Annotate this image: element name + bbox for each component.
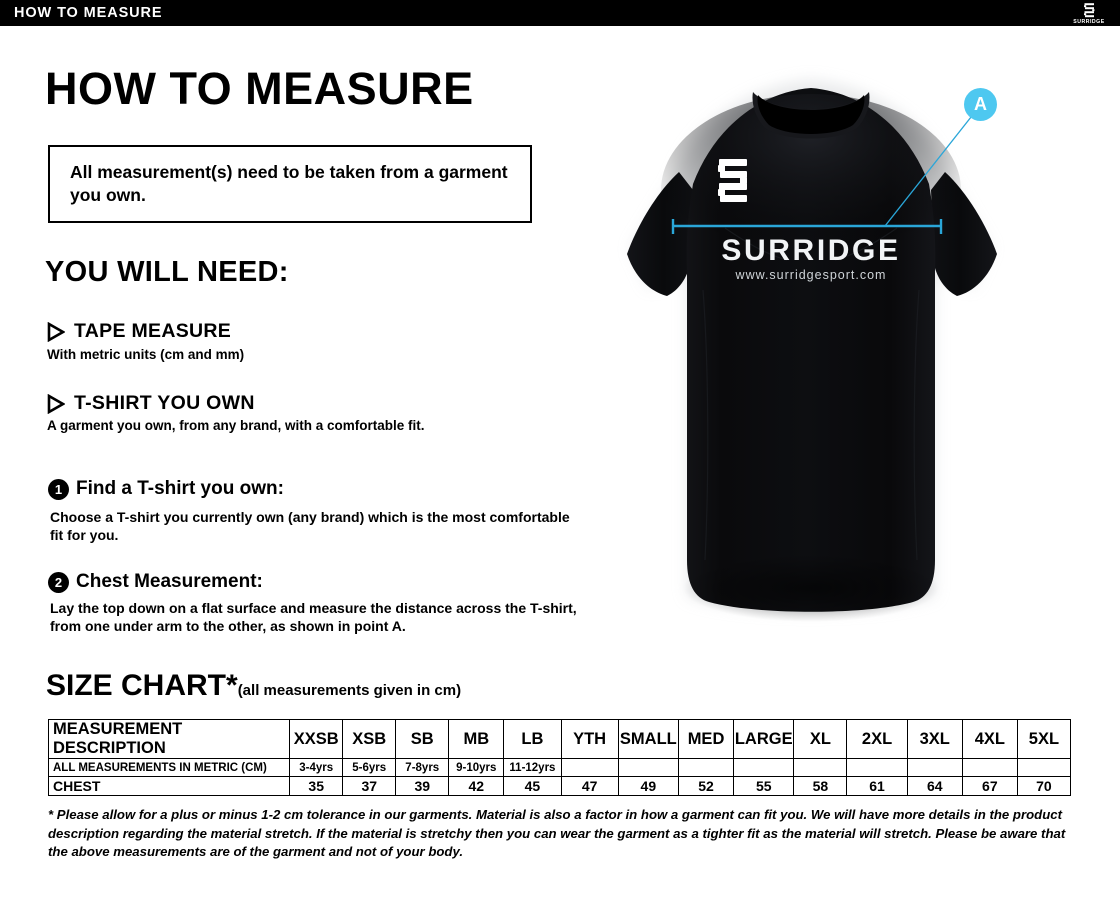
table-cell: 47 bbox=[560, 776, 619, 796]
table-cell: 67 bbox=[961, 776, 1018, 796]
tshirt-illustration: SURRIDGE www.surridgesport.com bbox=[575, 40, 1045, 670]
table-header-cell: YTH bbox=[560, 719, 619, 759]
table-header-cell: SB bbox=[395, 719, 450, 759]
table-header-cell: 4XL bbox=[961, 719, 1018, 759]
surridge-logo-icon: SURRIDGE bbox=[1066, 1, 1112, 25]
table-header-cell: XXSB bbox=[289, 719, 344, 759]
table-cell: 58 bbox=[793, 776, 848, 796]
size-chart-table-wrapper: MEASUREMENT DESCRIPTION XXSB XSB SB MB L… bbox=[47, 719, 1072, 796]
svg-text:SURRIDGE: SURRIDGE bbox=[1073, 19, 1104, 25]
table-header-cell: XSB bbox=[342, 719, 397, 759]
table-header-cell: 2XL bbox=[846, 719, 908, 759]
table-cell: 37 bbox=[342, 776, 397, 796]
chest-measure-line bbox=[671, 219, 943, 234]
table-cell: 35 bbox=[289, 776, 344, 796]
size-chart-table: MEASUREMENT DESCRIPTION XXSB XSB SB MB L… bbox=[47, 719, 1072, 796]
surridge-s-logo-icon bbox=[718, 159, 747, 202]
table-cell: 9-10yrs bbox=[448, 758, 505, 777]
need-item-subtitle-tape-measure: With metric units (cm and mm) bbox=[47, 347, 245, 362]
table-header-cell: LB bbox=[503, 719, 562, 759]
step-title-2: Chest Measurement: bbox=[76, 571, 263, 592]
step-number-badge-2: 2 bbox=[48, 572, 69, 593]
table-row: CHEST 35 37 39 42 45 47 49 52 55 58 61 6… bbox=[47, 776, 1072, 796]
play-triangle-icon bbox=[47, 394, 65, 414]
table-cell: 45 bbox=[503, 776, 562, 796]
table-cell bbox=[906, 758, 963, 777]
table-header-cell: 3XL bbox=[906, 719, 963, 759]
you-will-need-heading: YOU WILL NEED: bbox=[45, 256, 289, 288]
table-header-row: MEASUREMENT DESCRIPTION XXSB XSB SB MB L… bbox=[47, 719, 1072, 759]
table-header-cell: SMALL bbox=[617, 719, 679, 759]
table-row: ALL MEASUREMENTS IN METRIC (CM) 3-4yrs 5… bbox=[47, 758, 1072, 777]
table-cell bbox=[560, 758, 619, 777]
table-cell bbox=[846, 758, 908, 777]
table-header-cell: MED bbox=[677, 719, 735, 759]
table-cell bbox=[617, 758, 679, 777]
need-item-subtitle-tshirt-you-own: A garment you own, from any brand, with … bbox=[47, 418, 425, 433]
page-title: HOW TO MEASURE bbox=[45, 63, 474, 114]
table-header-description: MEASUREMENT DESCRIPTION bbox=[47, 719, 291, 759]
table-header-cell: MB bbox=[448, 719, 505, 759]
size-chart-subtitle: (all measurements given in cm) bbox=[237, 682, 462, 699]
table-row-label: CHEST bbox=[47, 776, 291, 796]
top-bar: HOW TO MEASURE SURRIDGE bbox=[0, 0, 1120, 26]
table-cell: 64 bbox=[906, 776, 963, 796]
step-number-badge-1: 1 bbox=[48, 479, 69, 500]
table-header-cell: LARGE bbox=[733, 719, 795, 759]
table-header-cell: 5XL bbox=[1016, 719, 1072, 759]
svg-text:www.surridgesport.com: www.surridgesport.com bbox=[735, 268, 887, 282]
table-cell bbox=[677, 758, 735, 777]
table-cell: 3-4yrs bbox=[289, 758, 344, 777]
size-chart-title: SIZE CHART* bbox=[46, 669, 238, 702]
table-cell: 39 bbox=[395, 776, 450, 796]
table-cell: 11-12yrs bbox=[503, 758, 562, 777]
need-item-title-tshirt-you-own: T-SHIRT YOU OWN bbox=[74, 392, 255, 414]
need-item-title-tape-measure: TAPE MEASURE bbox=[74, 320, 232, 342]
table-cell: 49 bbox=[617, 776, 679, 796]
table-header-cell: XL bbox=[793, 719, 848, 759]
notice-text: All measurement(s) need to be taken from… bbox=[70, 162, 508, 206]
table-cell: 42 bbox=[448, 776, 505, 796]
table-cell: 61 bbox=[846, 776, 908, 796]
footnote-text: * Please allow for a plus or minus 1-2 c… bbox=[48, 807, 1066, 860]
notice-box: All measurement(s) need to be taken from… bbox=[48, 145, 532, 223]
step-title-1: Find a T-shirt you own: bbox=[76, 478, 284, 499]
size-chart-heading: SIZE CHART*(all measurements given in cm… bbox=[46, 669, 461, 703]
step-body-2: Lay the top down on a flat surface and m… bbox=[50, 600, 577, 634]
table-cell bbox=[733, 758, 795, 777]
step-body-1: Choose a T-shirt you currently own (any … bbox=[50, 509, 570, 543]
table-cell bbox=[793, 758, 848, 777]
play-triangle-icon bbox=[47, 322, 65, 342]
table-cell: 52 bbox=[677, 776, 735, 796]
callout-leader-line bbox=[884, 111, 976, 227]
table-row-label: ALL MEASUREMENTS IN METRIC (CM) bbox=[47, 758, 291, 777]
top-bar-title: HOW TO MEASURE bbox=[14, 5, 163, 21]
svg-text:SURRIDGE: SURRIDGE bbox=[721, 234, 900, 267]
table-cell: 55 bbox=[733, 776, 795, 796]
table-cell: 70 bbox=[1016, 776, 1072, 796]
table-cell: 5-6yrs bbox=[342, 758, 397, 777]
table-cell bbox=[1016, 758, 1072, 777]
table-cell: 7-8yrs bbox=[395, 758, 450, 777]
table-cell bbox=[961, 758, 1018, 777]
callout-badge-a: A bbox=[964, 88, 997, 121]
